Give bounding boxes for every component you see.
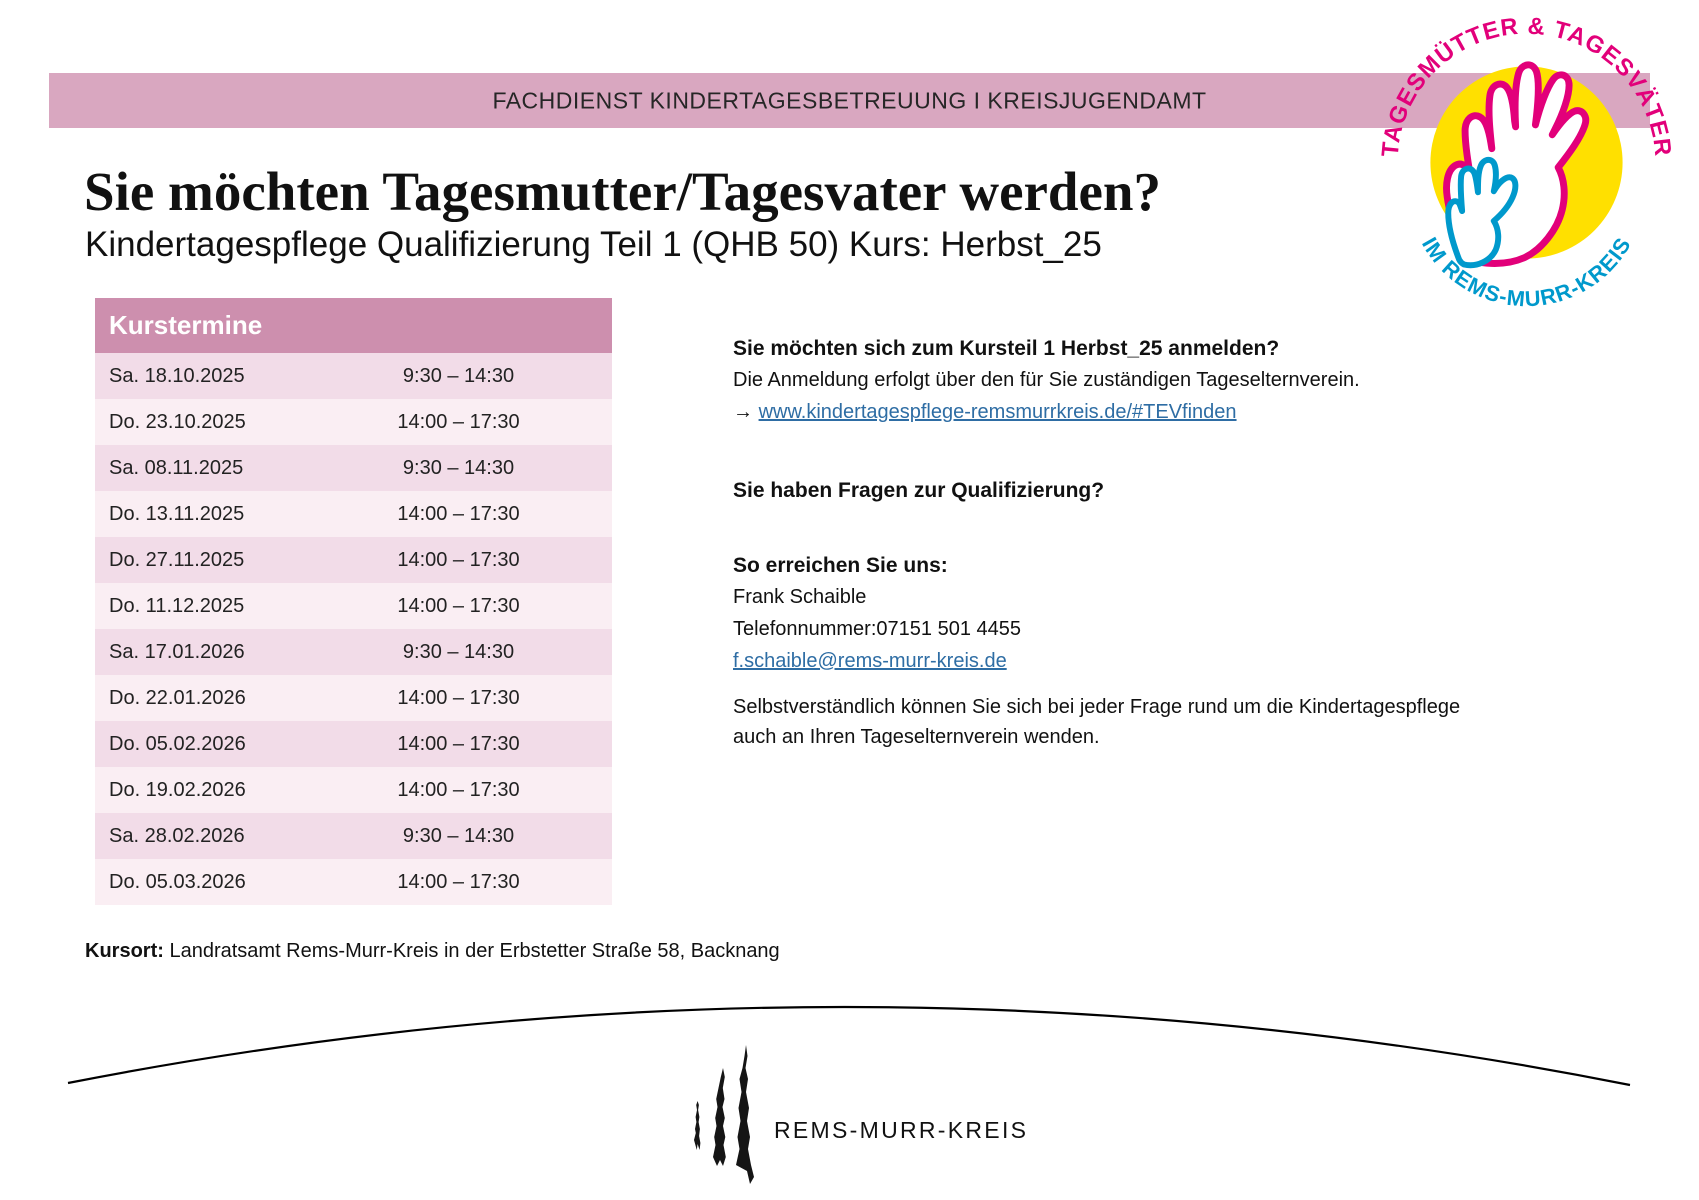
svg-text:REMS-MURR-KREIS: REMS-MURR-KREIS <box>774 1117 1028 1143</box>
